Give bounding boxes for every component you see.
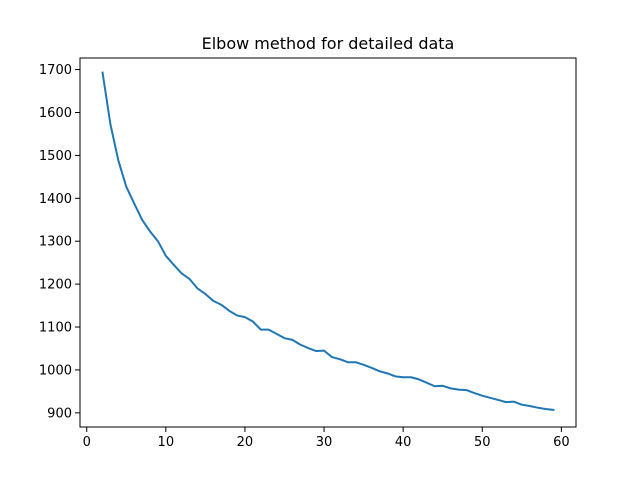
- y-tick-label: 1400: [39, 192, 72, 207]
- x-tick-label: 60: [553, 435, 570, 450]
- y-tick-label: 900: [47, 406, 72, 421]
- x-tick-label: 40: [395, 435, 412, 450]
- y-tick-label: 1000: [39, 363, 72, 378]
- x-tick-label: 10: [158, 435, 175, 450]
- x-tick-label: 30: [316, 435, 333, 450]
- plot-area: 0 10 20 30 40 50 60 900 1000 1100 1200 1300 1400 1500…: [39, 57, 577, 450]
- y-tick-label: 1200: [39, 278, 72, 293]
- y-tick-label: 1300: [39, 235, 72, 250]
- x-tick-label: 20: [237, 435, 254, 450]
- chart-title: Elbow method for detailed data: [202, 34, 455, 53]
- y-tick-label: 1500: [39, 149, 72, 164]
- series-line-0: [101, 71, 555, 411]
- y-tick-label: 1600: [39, 106, 72, 121]
- y-tick-label: 1700: [39, 63, 72, 78]
- axes-frame: [79, 57, 577, 428]
- y-tick-label: 1100: [39, 321, 72, 336]
- x-tick-label: 0: [83, 435, 91, 450]
- x-tick-label: 50: [474, 435, 491, 450]
